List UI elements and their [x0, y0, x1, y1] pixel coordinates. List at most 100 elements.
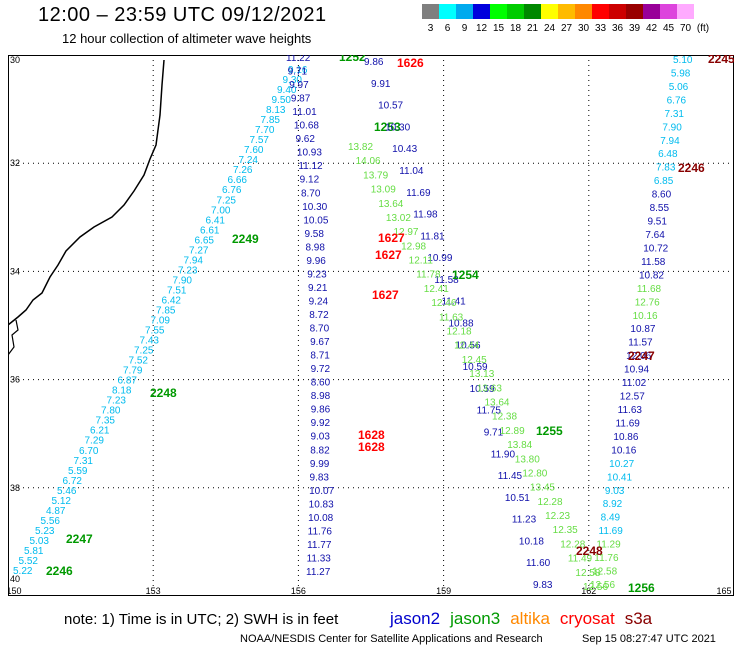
- swh-value: 7.70: [255, 125, 275, 136]
- swh-value: 12.35: [553, 525, 578, 536]
- swh-value: 12.45: [462, 355, 487, 366]
- swh-value: 12.98: [401, 241, 426, 252]
- swh-value: 9.50: [272, 95, 292, 106]
- swh-value: 5.56: [41, 516, 61, 527]
- swh-value: 7.80: [101, 406, 121, 417]
- swh-value: 8.72: [309, 310, 329, 321]
- legend-label: 27: [560, 23, 573, 34]
- swh-value: 13.63: [477, 383, 502, 394]
- chart-subtitle: 12 hour collection of altimeter wave hei…: [62, 31, 312, 46]
- footer-note: note: 1) Time is in UTC; 2) SWH is in fe…: [64, 611, 339, 628]
- swh-value: 9.12: [300, 175, 320, 186]
- swh-value: 12.18: [447, 327, 472, 338]
- legend-label: 18: [509, 23, 522, 34]
- swh-value: 10.68: [294, 121, 319, 132]
- chart-title: 12:00 – 23:59 UTC 09/12/2021: [38, 4, 327, 26]
- swh-value: 7.51: [167, 285, 187, 296]
- satellite-altika: altika: [510, 609, 550, 628]
- legend-swatch: [490, 4, 507, 19]
- legend-swatch: [592, 4, 609, 19]
- swh-value: 9.83: [533, 580, 553, 591]
- swh-value: 8.92: [603, 499, 623, 510]
- swh-value: 11.69: [599, 526, 624, 537]
- swh-value: 11.58: [641, 257, 666, 268]
- x-tick-label: 156: [291, 586, 306, 596]
- swh-value: 7.94: [660, 136, 680, 147]
- swh-value: 8.82: [310, 445, 330, 456]
- time-label: 1252: [339, 55, 366, 64]
- swh-value: 7.26: [233, 165, 253, 176]
- swh-value: 9.72: [311, 364, 331, 375]
- swh-value: 7.00: [211, 205, 231, 216]
- swh-value: 5.52: [19, 556, 39, 567]
- swh-value: 5.03: [30, 536, 50, 547]
- swh-value: 13.02: [386, 213, 411, 224]
- swh-value: 7.23: [178, 265, 198, 276]
- swh-value: 7.85: [261, 115, 281, 126]
- swh-value: 11.63: [618, 405, 643, 416]
- x-tick-label: 165: [716, 586, 731, 596]
- time-label: 2249: [232, 232, 259, 246]
- swh-value: 13.80: [515, 454, 540, 465]
- swh-value: 11.29: [596, 540, 621, 551]
- swh-value: 11.77: [307, 540, 332, 551]
- swh-value: 10.87: [630, 324, 655, 335]
- swh-value: 8.18: [112, 386, 132, 397]
- coastline-detail: [7, 319, 19, 356]
- swh-value: 7.83: [656, 163, 676, 174]
- swh-value: 6.42: [162, 295, 182, 306]
- swh-value: 11.75: [477, 406, 502, 417]
- swh-value: 6.87: [118, 376, 138, 387]
- swh-value: 6.85: [654, 176, 674, 187]
- swh-value: 12.28: [560, 539, 585, 550]
- time-label: 1253: [374, 120, 401, 134]
- swh-value: 13.13: [469, 369, 494, 380]
- swh-value: 11.78: [416, 270, 441, 281]
- x-tick-label: 162: [581, 586, 596, 596]
- legend-swatch: [507, 4, 524, 19]
- swh-value: 13.84: [507, 440, 532, 451]
- swh-value: 10.93: [297, 148, 322, 159]
- swh-value: 11.23: [512, 515, 537, 526]
- swh-value: 5.46: [57, 486, 77, 497]
- swh-value: 10.86: [613, 432, 638, 443]
- swh-value: 7.90: [662, 122, 682, 133]
- time-label: 2246: [678, 161, 705, 175]
- swh-value: 9.23: [307, 269, 327, 280]
- legend-swatch: [473, 4, 490, 19]
- swh-value: 11.76: [308, 526, 333, 537]
- swh-value: 12.28: [538, 497, 563, 508]
- swh-value: 11.57: [628, 338, 653, 349]
- swh-value: 11.81: [420, 231, 445, 242]
- swh-value: 7.35: [96, 416, 116, 427]
- legend-label: 9: [461, 23, 468, 34]
- swh-value: 9.87: [291, 94, 311, 105]
- swh-value: 12.76: [635, 297, 660, 308]
- swh-value: 11.58: [434, 275, 459, 286]
- time-label: 1626: [397, 56, 424, 70]
- satellite-jason2: jason2: [390, 609, 441, 628]
- swh-value: 11.90: [491, 449, 516, 460]
- swh-value: 9.83: [310, 472, 330, 483]
- swh-value: 7.23: [107, 396, 127, 407]
- swh-value: 7.27: [189, 245, 209, 256]
- swh-value: 12.23: [545, 511, 570, 522]
- satellite-s3a: s3a: [624, 609, 653, 628]
- swh-value: 12.11: [409, 256, 434, 267]
- swh-value: 13.45: [530, 483, 555, 494]
- legend-swatch: [609, 4, 626, 19]
- swh-value: 12.46: [431, 298, 456, 309]
- swh-value: 10.16: [633, 311, 658, 322]
- swh-value: 12.80: [522, 468, 547, 479]
- swh-value: 10.27: [609, 459, 634, 470]
- legend-swatch: [524, 4, 541, 19]
- swh-value: 6.66: [228, 175, 248, 186]
- legend-label: 45: [662, 23, 675, 34]
- legend-swatch: [677, 4, 694, 19]
- swh-value: 6.21: [90, 426, 110, 437]
- legend-label: 70: [679, 23, 692, 34]
- legend-swatch: [643, 4, 660, 19]
- swh-value: 12.06: [626, 351, 651, 362]
- swh-value: 10.16: [611, 445, 636, 456]
- swh-value: 5.10: [673, 55, 693, 66]
